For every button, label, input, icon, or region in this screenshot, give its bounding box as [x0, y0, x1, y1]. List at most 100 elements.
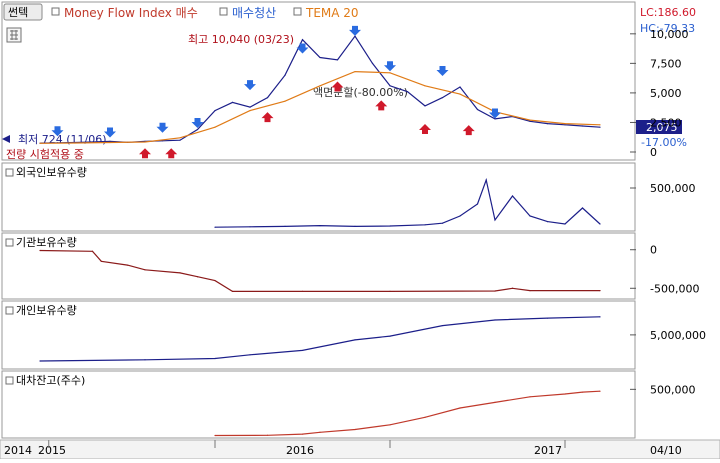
panel-title-loan: 대차잔고(주수): [16, 374, 85, 387]
buy-signal-arrow-icon: [419, 124, 431, 134]
indicator-label: TEMA 20: [305, 6, 359, 20]
low-annotation: 최저 724 (11/06): [18, 133, 107, 146]
data-point: [599, 126, 601, 128]
sell-signal-arrow-icon: [296, 43, 309, 54]
data-point: [301, 349, 304, 352]
data-point: [249, 226, 251, 228]
data-point: [301, 433, 304, 435]
y-tick-label: 5,000,000: [650, 329, 706, 342]
panel-collapse-icon[interactable]: [5, 306, 14, 315]
sell-signal-arrow-icon: [384, 61, 396, 72]
data-point: [441, 324, 444, 327]
data-point: [529, 396, 531, 398]
data-point: [109, 141, 111, 144]
data-point: [301, 290, 304, 292]
y-tick-label: 0: [650, 244, 657, 257]
data-point: [74, 142, 76, 144]
y-tick-label: 10,000: [650, 28, 689, 41]
sell-signal-arrow-icon: [489, 108, 501, 119]
data-point: [231, 290, 234, 292]
panel-collapse-icon[interactable]: [5, 168, 14, 177]
sell-signal-arrow-icon: [244, 80, 256, 91]
data-point: [196, 128, 199, 131]
data-point: [319, 56, 321, 59]
data-point: [144, 269, 146, 271]
data-point: [179, 139, 181, 141]
panel-title-institution: 기관보유수량: [16, 236, 77, 249]
data-point: [459, 215, 461, 217]
loan-panel-frame: [1, 370, 636, 439]
data-point: [301, 39, 304, 41]
data-point: [599, 223, 601, 225]
x-end-label: 04/10: [650, 444, 682, 457]
foreign-panel-frame: [1, 162, 636, 232]
data-point: [371, 62, 374, 64]
data-point: [214, 126, 216, 128]
data-point: [476, 108, 479, 111]
x-tick-label: 2017: [534, 444, 562, 457]
data-point: [100, 260, 102, 262]
data-point: [511, 195, 514, 197]
data-point: [354, 428, 356, 431]
lc-label: LC:186.60: [640, 6, 696, 19]
data-point: [494, 290, 496, 292]
data-point: [231, 101, 234, 103]
institution-panel-frame: [1, 232, 636, 300]
buy-signal-arrow-icon: [331, 81, 344, 92]
buy-signal-arrow-icon: [462, 125, 475, 136]
y-tick-label: 500,000: [650, 383, 696, 396]
data-point: [266, 434, 269, 436]
data-point: [319, 225, 321, 227]
data-point: [389, 72, 391, 74]
sell-signal-arrow-icon: [51, 126, 64, 137]
data-point: [91, 250, 94, 252]
indicator-checkbox-icon: [51, 7, 60, 16]
data-point: [39, 360, 41, 362]
y-tick-label: 5,000: [650, 87, 682, 100]
data-point: [144, 359, 146, 361]
panel-collapse-icon[interactable]: [5, 376, 14, 385]
data-point: [179, 137, 181, 139]
data-point: [144, 141, 146, 143]
data-point: [336, 59, 339, 61]
x-axis-bar: [0, 439, 720, 460]
data-point: [599, 390, 601, 392]
data-point: [249, 110, 251, 112]
data-point: [529, 120, 531, 122]
data-point: [599, 124, 601, 126]
data-point: [196, 276, 199, 278]
buy-signal-arrow-icon: [261, 112, 274, 123]
stock-tab-label: 썬텍: [8, 6, 28, 19]
data-point: [284, 100, 286, 102]
data-point: [564, 223, 566, 225]
data-point: [529, 119, 531, 121]
data-point: [249, 106, 251, 108]
sell-signal-arrow-icon: [156, 122, 169, 133]
data-point: [354, 35, 356, 37]
split-annotation: 액면분할(-80.00%): [313, 86, 408, 99]
data-point: [406, 91, 409, 93]
data-point: [389, 424, 391, 426]
data-point: [599, 316, 601, 318]
panel-collapse-icon[interactable]: [5, 238, 14, 247]
data-point: [546, 317, 549, 319]
data-point: [546, 221, 549, 223]
data-point: [354, 339, 356, 341]
stock-tab-button[interactable]: [3, 3, 43, 21]
sell-signal-arrow-icon: [436, 66, 449, 76]
series-line: [214, 177, 601, 228]
grid-icon-lines: [10, 30, 18, 40]
buy-signal-arrow-icon: [165, 148, 178, 159]
data-point: [459, 86, 461, 88]
data-point: [39, 142, 41, 144]
status-annotation: 전량 시험적용 중: [6, 148, 84, 161]
x-tick-label: 2014: [4, 444, 32, 457]
data-point: [389, 225, 391, 227]
sell-signal-arrow-icon: [104, 127, 116, 138]
data-point: [564, 393, 566, 395]
x-tick-label: 2015: [38, 444, 66, 457]
high-annotation: 최고 10,040 (03/23): [188, 33, 294, 46]
data-point: [284, 225, 286, 227]
